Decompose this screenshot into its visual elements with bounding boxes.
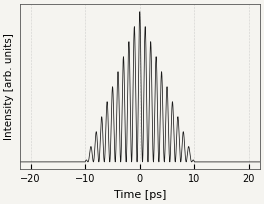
Y-axis label: Intensity [arb. units]: Intensity [arb. units]: [4, 33, 14, 140]
X-axis label: Time [ps]: Time [ps]: [114, 190, 166, 200]
